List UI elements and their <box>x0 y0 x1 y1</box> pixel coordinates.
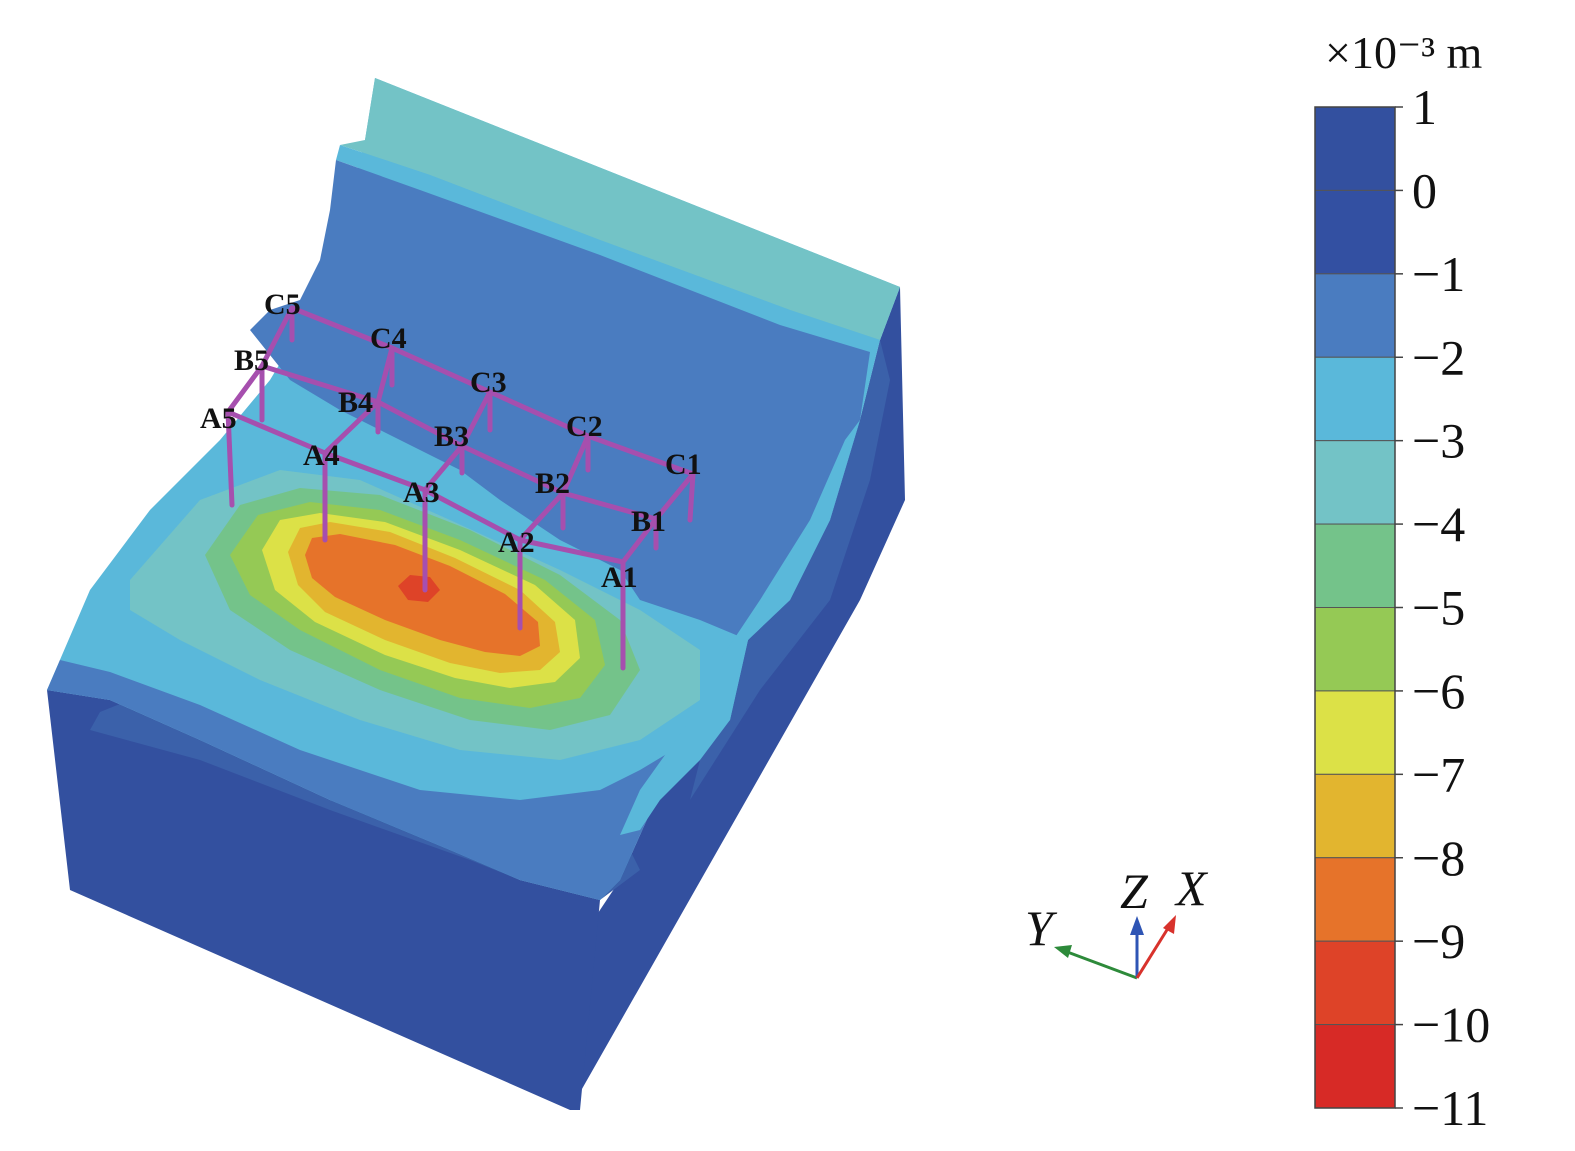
block-right-face-band <box>690 340 890 800</box>
y-axis-arrow <box>1061 948 1138 980</box>
x-axis-label: X <box>1174 860 1209 916</box>
frame-beam <box>653 471 696 522</box>
legend-tick-label: −6 <box>1412 663 1465 719</box>
legend-tick-label: −5 <box>1412 580 1465 636</box>
column-label: A2 <box>498 526 535 559</box>
legend-tick-label: −9 <box>1412 913 1465 969</box>
frame-beam <box>289 305 395 351</box>
contour-band-minus10 <box>398 575 440 602</box>
legend-swatch <box>1314 607 1396 692</box>
legend-tick-label: −11 <box>1412 1080 1488 1136</box>
x-axis-arrow <box>1135 924 1172 979</box>
coordinate-axes: Y Z X <box>1025 860 1209 980</box>
z-axis-label: Z <box>1120 863 1149 919</box>
block-top-near-strip <box>47 660 730 900</box>
block-top-blue-region <box>250 160 870 640</box>
color-legend: ×10⁻³ m 1 0 −1 −2 −3 −4 −5 −6 −7 −8 −9 −10 −11 <box>1314 27 1490 1136</box>
legend-tick-label: −7 <box>1412 746 1465 802</box>
frame-beam <box>322 399 381 456</box>
frame-beam <box>560 490 659 522</box>
frame-structure: A1 A2 A3 A4 A5 B1 B2 B3 B4 B5 C1 C2 C3 C4 C5 <box>200 288 702 671</box>
frame-beam <box>560 433 591 496</box>
legend-swatch <box>1314 440 1396 525</box>
block-top-far-strip-edge <box>336 145 880 352</box>
frame-beam <box>375 345 395 405</box>
legend-tick-label: −2 <box>1412 329 1465 385</box>
legend-swatch <box>1314 773 1396 859</box>
legend-tick-label: 1 <box>1412 79 1437 135</box>
legend-tick-labels: 1 0 −1 −2 −3 −4 −5 −6 −7 −8 −9 −10 −11 <box>1395 79 1490 1136</box>
y-axis-label: Y <box>1025 900 1058 956</box>
legend-swatch <box>1314 940 1396 1026</box>
z-axis-arrowhead <box>1130 916 1144 935</box>
legend-swatch <box>1314 356 1396 442</box>
soil-block-model <box>47 78 905 1110</box>
legend-colorbar <box>1314 106 1396 1109</box>
legend-swatch <box>1314 857 1396 942</box>
frame-beam <box>225 409 328 456</box>
legend-swatch <box>1314 189 1396 275</box>
frame-beam <box>389 345 493 395</box>
frame-beam <box>422 443 465 493</box>
frame-beam <box>259 305 295 369</box>
column-label: C1 <box>665 448 702 481</box>
block-top-right-slope <box>620 420 860 835</box>
legend-tick-label: −1 <box>1412 246 1465 302</box>
frame-beam <box>259 363 381 405</box>
frame-column <box>687 471 696 523</box>
column-label: B5 <box>234 344 269 377</box>
frame-beam <box>517 490 566 543</box>
column-label: C3 <box>470 366 507 399</box>
legend-swatch <box>1314 273 1396 358</box>
column-label: A5 <box>200 402 237 435</box>
column-label: A4 <box>303 439 340 472</box>
frame-beam <box>517 537 626 565</box>
legend-swatch <box>1314 1024 1396 1109</box>
column-label: C2 <box>566 410 603 443</box>
frame-beam <box>225 363 265 415</box>
legend-tick-label: −4 <box>1412 496 1465 552</box>
frame-beam <box>375 399 465 449</box>
legend-unit: ×10⁻³ m <box>1325 27 1483 78</box>
y-axis-arrowhead <box>1054 945 1072 958</box>
legend-tick-label: −8 <box>1412 830 1465 886</box>
column-label: A1 <box>601 561 638 594</box>
column-label: C4 <box>370 322 407 355</box>
column-label: B1 <box>631 505 666 538</box>
legend-tick-label: −3 <box>1412 413 1465 469</box>
block-front-face <box>47 690 600 1110</box>
column-label: A3 <box>403 476 440 509</box>
frame-beam <box>459 389 493 449</box>
legend-swatch <box>1314 523 1396 608</box>
frame-beam <box>459 443 566 496</box>
frame-column <box>225 409 235 508</box>
frame-beam <box>422 487 523 543</box>
legend-swatch <box>1314 106 1396 191</box>
legend-tick-label: −10 <box>1412 997 1490 1053</box>
frame-beam <box>620 516 659 565</box>
frame-beam <box>322 450 428 493</box>
column-label: B3 <box>434 420 469 453</box>
legend-swatch <box>1314 690 1396 775</box>
column-label: C5 <box>264 288 301 321</box>
column-label: B4 <box>338 386 373 419</box>
block-top-far-strip <box>340 78 900 340</box>
x-axis-arrowhead <box>1163 915 1176 934</box>
column-label: B2 <box>535 467 570 500</box>
frame-beam <box>487 389 591 439</box>
frame-beam <box>585 433 696 477</box>
legend-tick-label: 0 <box>1412 162 1437 218</box>
